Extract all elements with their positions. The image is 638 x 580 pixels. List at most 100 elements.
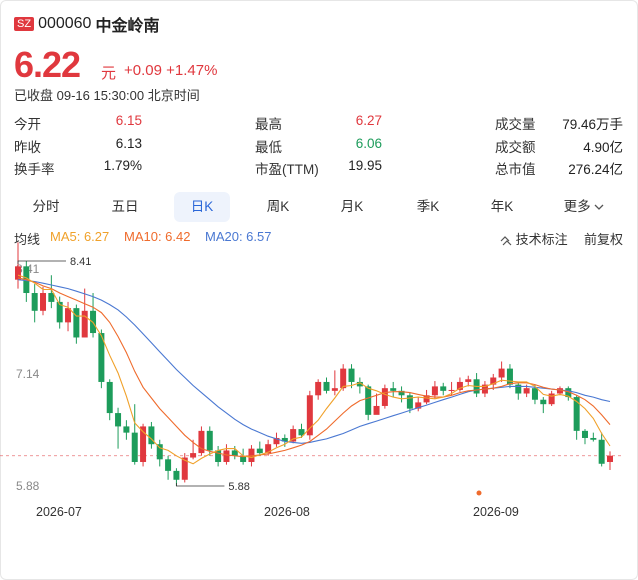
stat-label-open: 今开 xyxy=(14,117,41,132)
candle-body xyxy=(456,381,463,390)
candle-body xyxy=(231,450,238,456)
candle-body xyxy=(490,377,497,385)
tab-monthly-k[interactable]: 月K xyxy=(340,199,364,214)
tab-yearly-k[interactable]: 年K xyxy=(490,199,514,214)
technical-annotation-toggle[interactable]: 技术标注 xyxy=(500,229,568,248)
price-change: +0.09 +1.47% xyxy=(124,62,217,79)
candle-body xyxy=(181,457,188,480)
candle-body xyxy=(598,439,605,464)
tab-weekly-k[interactable]: 周K xyxy=(266,199,290,214)
candle-body xyxy=(273,437,280,445)
candle-body xyxy=(531,388,538,400)
candle-body xyxy=(40,293,47,311)
candle-body xyxy=(206,430,213,451)
y-tick-label: 5.88 xyxy=(16,479,40,493)
stat-value-market-cap: 276.24亿 xyxy=(568,162,623,177)
candle-body xyxy=(256,448,263,454)
ma-title: 均线 xyxy=(14,232,41,247)
stat-value-high: 6.27 xyxy=(355,113,382,128)
candle-body xyxy=(315,381,322,396)
candle-body xyxy=(48,293,55,302)
candle-body xyxy=(115,413,122,427)
stat-label-low: 最低 xyxy=(255,140,282,155)
candle-body xyxy=(348,368,355,382)
stat-label-turnover-rate: 换手率 xyxy=(14,162,55,177)
stat-label-pe: 市盈(TTM) xyxy=(255,162,319,177)
candle-body xyxy=(290,429,297,442)
candle-body xyxy=(81,310,88,338)
candle-body xyxy=(15,266,21,280)
stat-label-market-cap: 总市值 xyxy=(495,162,536,177)
stat-label-volume: 成交量 xyxy=(495,117,536,132)
candle-body xyxy=(365,386,372,415)
candle-body xyxy=(581,430,588,438)
candle-body xyxy=(465,379,472,382)
candle-body xyxy=(590,437,597,440)
stock-code: 000060 xyxy=(38,15,92,32)
change-percent: +1.47% xyxy=(166,62,218,79)
max-price-marker xyxy=(17,260,66,264)
candle-body xyxy=(556,388,563,394)
tab-five-day[interactable]: 五日 xyxy=(111,199,139,214)
adjust-mode-toggle[interactable]: 前复权 xyxy=(584,232,624,247)
candle-body xyxy=(106,381,113,414)
ma10-line xyxy=(17,277,611,458)
tab-more[interactable]: 更多 xyxy=(556,192,612,222)
ma20-value: MA20: 6.57 xyxy=(205,229,272,244)
candle-body xyxy=(398,390,405,396)
tab-intraday[interactable]: 分时 xyxy=(32,199,60,214)
candle-body xyxy=(573,397,580,431)
ma20-line xyxy=(17,279,611,444)
x-tick-label: 2026-08 xyxy=(264,505,310,519)
candle-body xyxy=(607,455,613,462)
stat-value-pe: 19.95 xyxy=(348,158,382,173)
stock-header: SZ 000060 中金岭南 xyxy=(14,12,159,36)
candle-body xyxy=(265,444,272,454)
tab-quarterly-k[interactable]: 季K xyxy=(416,199,440,214)
price-unit: 元 xyxy=(101,65,117,82)
candle-body xyxy=(406,395,413,409)
candle-body xyxy=(498,368,505,378)
candle-body xyxy=(415,402,422,409)
candle-body xyxy=(373,405,380,415)
chevron-down-icon xyxy=(594,204,604,211)
adjust-icon xyxy=(500,235,512,245)
stat-label-turnover-amount: 成交额 xyxy=(495,140,536,155)
tab-more-label: 更多 xyxy=(563,199,591,214)
candle-body xyxy=(123,426,130,433)
candle-body xyxy=(515,384,522,394)
tab-daily-k[interactable]: 日K xyxy=(174,192,230,222)
candle-body xyxy=(240,455,247,462)
candle-body xyxy=(65,308,72,323)
stat-label-prev-close: 昨收 xyxy=(14,140,41,155)
candle-body xyxy=(148,426,155,445)
candle-body xyxy=(523,388,530,394)
candle-body xyxy=(540,399,547,405)
candle-body xyxy=(565,388,572,398)
candle-body xyxy=(381,388,388,406)
period-tabs: 分时 五日 日K 周K 月K 季K 年K 更多 xyxy=(0,192,638,222)
min-price-marker xyxy=(176,483,225,487)
technical-annotation-label: 技术标注 xyxy=(515,232,568,247)
stat-value-prev-close: 6.13 xyxy=(115,136,142,151)
stat-value-open: 6.15 xyxy=(115,113,142,128)
stat-value-turnover-amount: 4.90亿 xyxy=(583,140,623,155)
candle-body xyxy=(156,444,163,460)
change-amount: +0.09 xyxy=(124,62,162,79)
x-tick-label: 2026-09 xyxy=(473,505,519,519)
candle-body xyxy=(340,368,347,389)
candle-body xyxy=(198,430,205,454)
candle-body xyxy=(281,437,288,442)
candle-body xyxy=(306,395,313,436)
candle-body xyxy=(140,426,147,462)
ma5-line xyxy=(17,274,611,465)
max-price-label: 8.41 xyxy=(70,256,91,268)
current-price: 6.22 xyxy=(14,44,81,85)
y-tick-label: 7.14 xyxy=(16,367,40,381)
min-price-label: 5.88 xyxy=(228,481,249,493)
candle-body xyxy=(390,388,397,391)
stat-label-high: 最高 xyxy=(255,117,282,132)
stat-value-volume: 79.46万手 xyxy=(562,117,623,132)
stock-name: 中金岭南 xyxy=(95,18,160,35)
